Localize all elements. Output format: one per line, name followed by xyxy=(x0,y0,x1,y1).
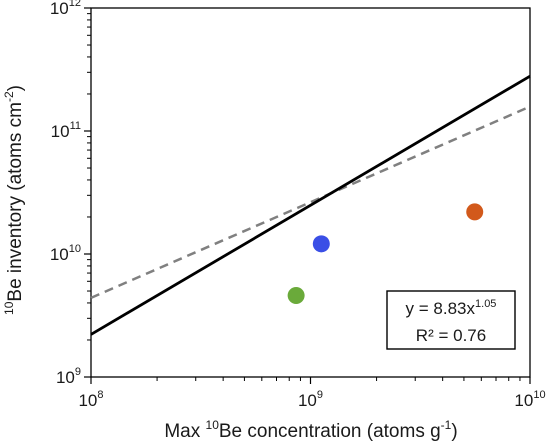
x-axis-title: Max 10Be concentration (atoms g-1) xyxy=(164,418,457,442)
equation-line-2: R² = 0.76 xyxy=(416,326,486,345)
x-tick-label: 108 xyxy=(78,389,103,410)
y-tick-label: 109 xyxy=(56,366,81,387)
chart-lines xyxy=(90,74,531,336)
x-axis-ticks: 108 109 1010 xyxy=(78,377,546,410)
data-point xyxy=(287,286,305,304)
equation-line-1: y = 8.83x1.05 xyxy=(406,298,497,318)
y-axis-title: 10Be inventory (atoms cm-2) xyxy=(2,85,26,315)
x-tick-label: 109 xyxy=(298,389,323,410)
y-tick-label: 1011 xyxy=(51,120,81,141)
data-point xyxy=(466,203,484,221)
y-tick-label: 1010 xyxy=(50,243,81,264)
reference-line xyxy=(90,105,531,300)
fit-line xyxy=(90,74,531,336)
x-tick-label: 1010 xyxy=(514,389,545,410)
y-tick-label: 1012 xyxy=(50,0,81,18)
equation-box: y = 8.83x1.05 R² = 0.76 xyxy=(386,290,516,350)
y-axis-ticks: 109 1010 1011 1012 xyxy=(50,0,91,387)
data-point xyxy=(312,235,330,253)
equation-box-border xyxy=(386,290,516,350)
data-points xyxy=(287,203,484,304)
